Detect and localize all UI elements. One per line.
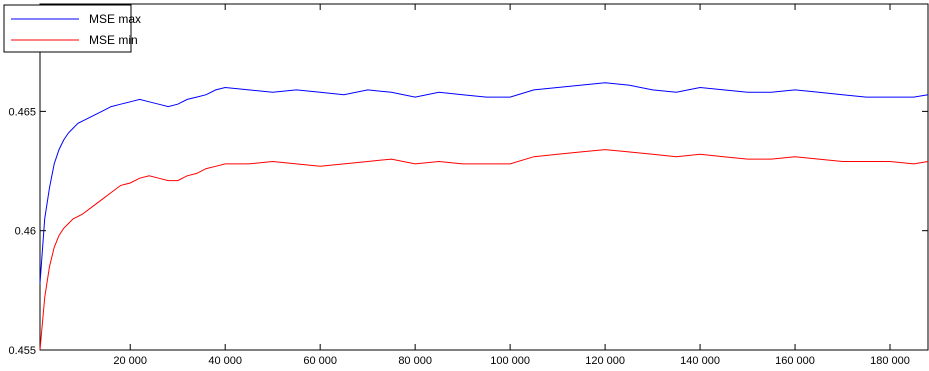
series-layer <box>39 82 929 351</box>
ticks-layer: 20 000 40 000 60 000 80 000 100 000 120 000 14… <box>8 4 928 367</box>
x-tick-label: 100 000 <box>490 355 530 367</box>
legend-box <box>3 4 132 53</box>
series-line-mse-min <box>39 149 929 351</box>
x-tick-label: 80 000 <box>398 355 432 367</box>
x-tick-label: 40 000 <box>208 355 242 367</box>
plot-area <box>39 3 929 351</box>
x-tick-label: 120 000 <box>585 355 625 367</box>
legend: MSE max MSE min <box>3 4 141 53</box>
x-tick-label: 140 000 <box>680 355 720 367</box>
x-tick-label: 60 000 <box>303 355 337 367</box>
x-tick-label: 160 000 <box>775 355 815 367</box>
y-tick-label: 0.46 <box>15 226 36 238</box>
y-tick-label: 0.455 <box>8 345 36 357</box>
y-tick-label: 0.465 <box>8 106 36 118</box>
x-tick-label: 180 000 <box>870 355 910 367</box>
x-tick-label: 20 000 <box>113 355 147 367</box>
legend-label-mse-min: MSE min <box>89 33 138 47</box>
series-line-mse-max <box>39 82 929 284</box>
legend-label-mse-max: MSE max <box>89 12 141 26</box>
